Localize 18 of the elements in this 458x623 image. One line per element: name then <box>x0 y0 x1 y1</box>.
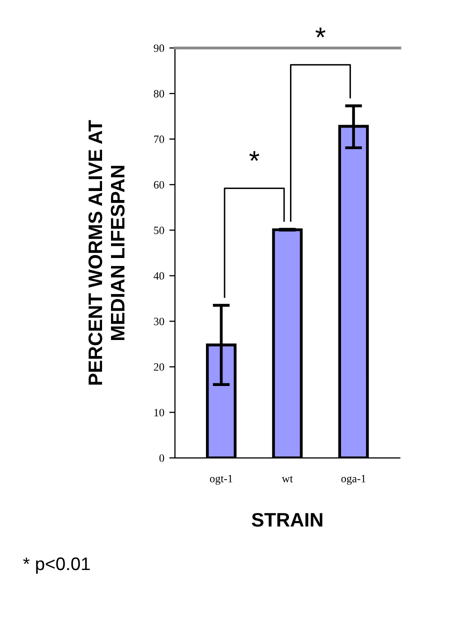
y-tick-label: 0 <box>159 454 164 462</box>
y-axis-title: PERCENT WORMS ALIVE AT MEDIAN LIFESPAN <box>88 120 125 385</box>
y-tick-label: 50 <box>154 226 164 234</box>
y-tick-label: 80 <box>154 90 164 98</box>
y-tick-label: 40 <box>154 272 164 280</box>
text: * <box>316 28 326 38</box>
x-tick-label: ogt-1 <box>210 474 232 485</box>
x-tick-label: oga-1 <box>341 474 366 485</box>
y-tick-label: 10 <box>154 408 164 416</box>
text: * p<0.01 <box>23 557 90 574</box>
y-tick-label: 90 <box>154 44 164 52</box>
x-tick-label: wt <box>282 476 293 482</box>
annotation: * <box>249 151 260 161</box>
y-tick-label: 20 <box>154 363 164 371</box>
y-tick-label: 70 <box>154 136 164 144</box>
x-axis-title: STRAIN <box>252 512 322 527</box>
y-tick-label: 30 <box>154 318 164 326</box>
y-tick-label: 60 <box>154 181 164 189</box>
